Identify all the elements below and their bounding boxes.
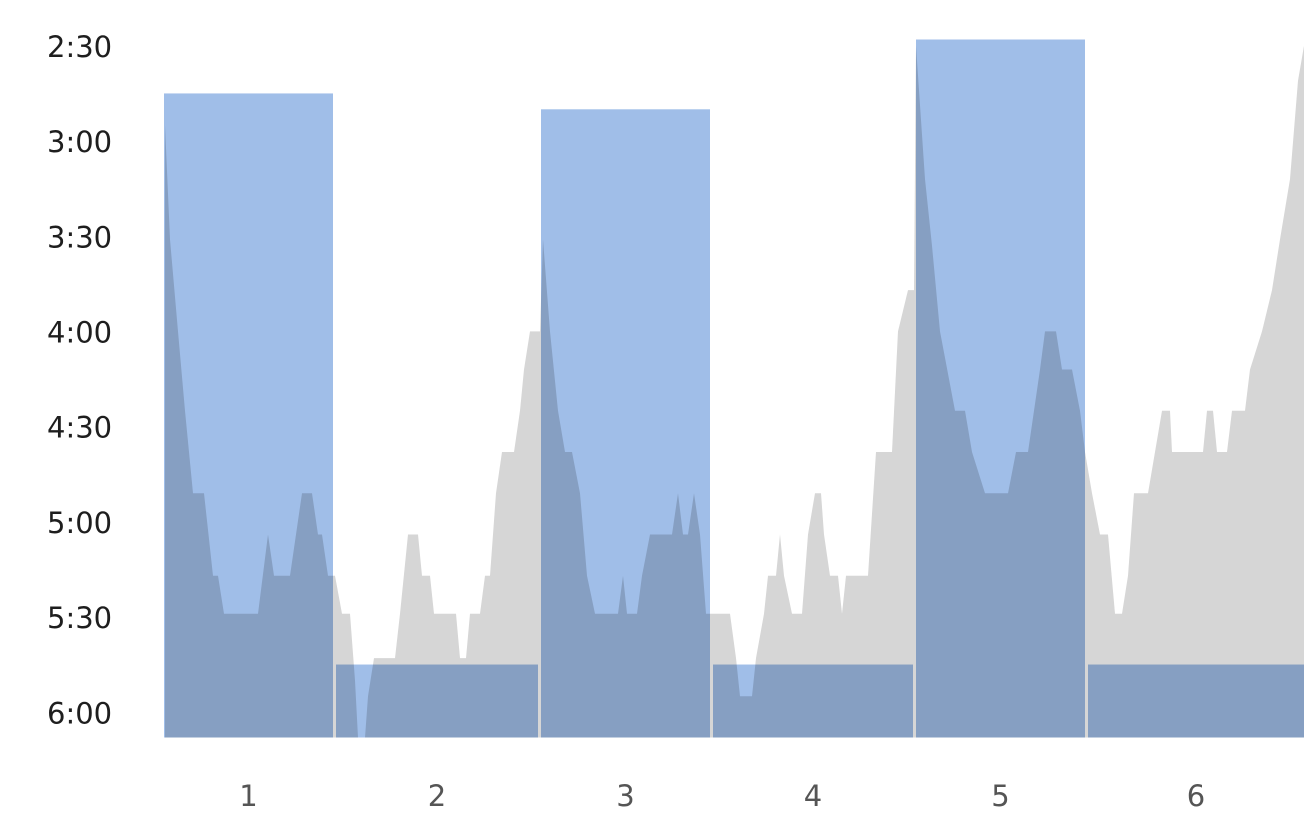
x-tick-label: 2 — [428, 779, 446, 813]
pace-area — [165, 45, 1304, 738]
y-tick-label: 3:30 — [47, 220, 112, 254]
labels: 1 2 3 4 5 6 2:30 3:00 3:30 4:00 4:30 5:00 5:30 6:00 — [47, 30, 1205, 813]
y-tick-label: 5:00 — [47, 506, 112, 540]
pace-area — [165, 45, 1304, 738]
y-tick-label: 4:00 — [47, 316, 112, 350]
y-tick-label: 2:30 — [47, 30, 112, 64]
y-tick-label: 6:00 — [47, 696, 112, 730]
x-tick-label: 3 — [616, 779, 634, 813]
x-tick-label: 5 — [991, 779, 1009, 813]
y-tick-label: 5:30 — [47, 601, 112, 635]
x-tick-label: 4 — [804, 779, 822, 813]
y-tick-label: 4:30 — [47, 411, 112, 445]
y-tick-label: 3:00 — [47, 125, 112, 159]
x-tick-label: 6 — [1187, 779, 1205, 813]
x-tick-label: 1 — [239, 779, 257, 813]
